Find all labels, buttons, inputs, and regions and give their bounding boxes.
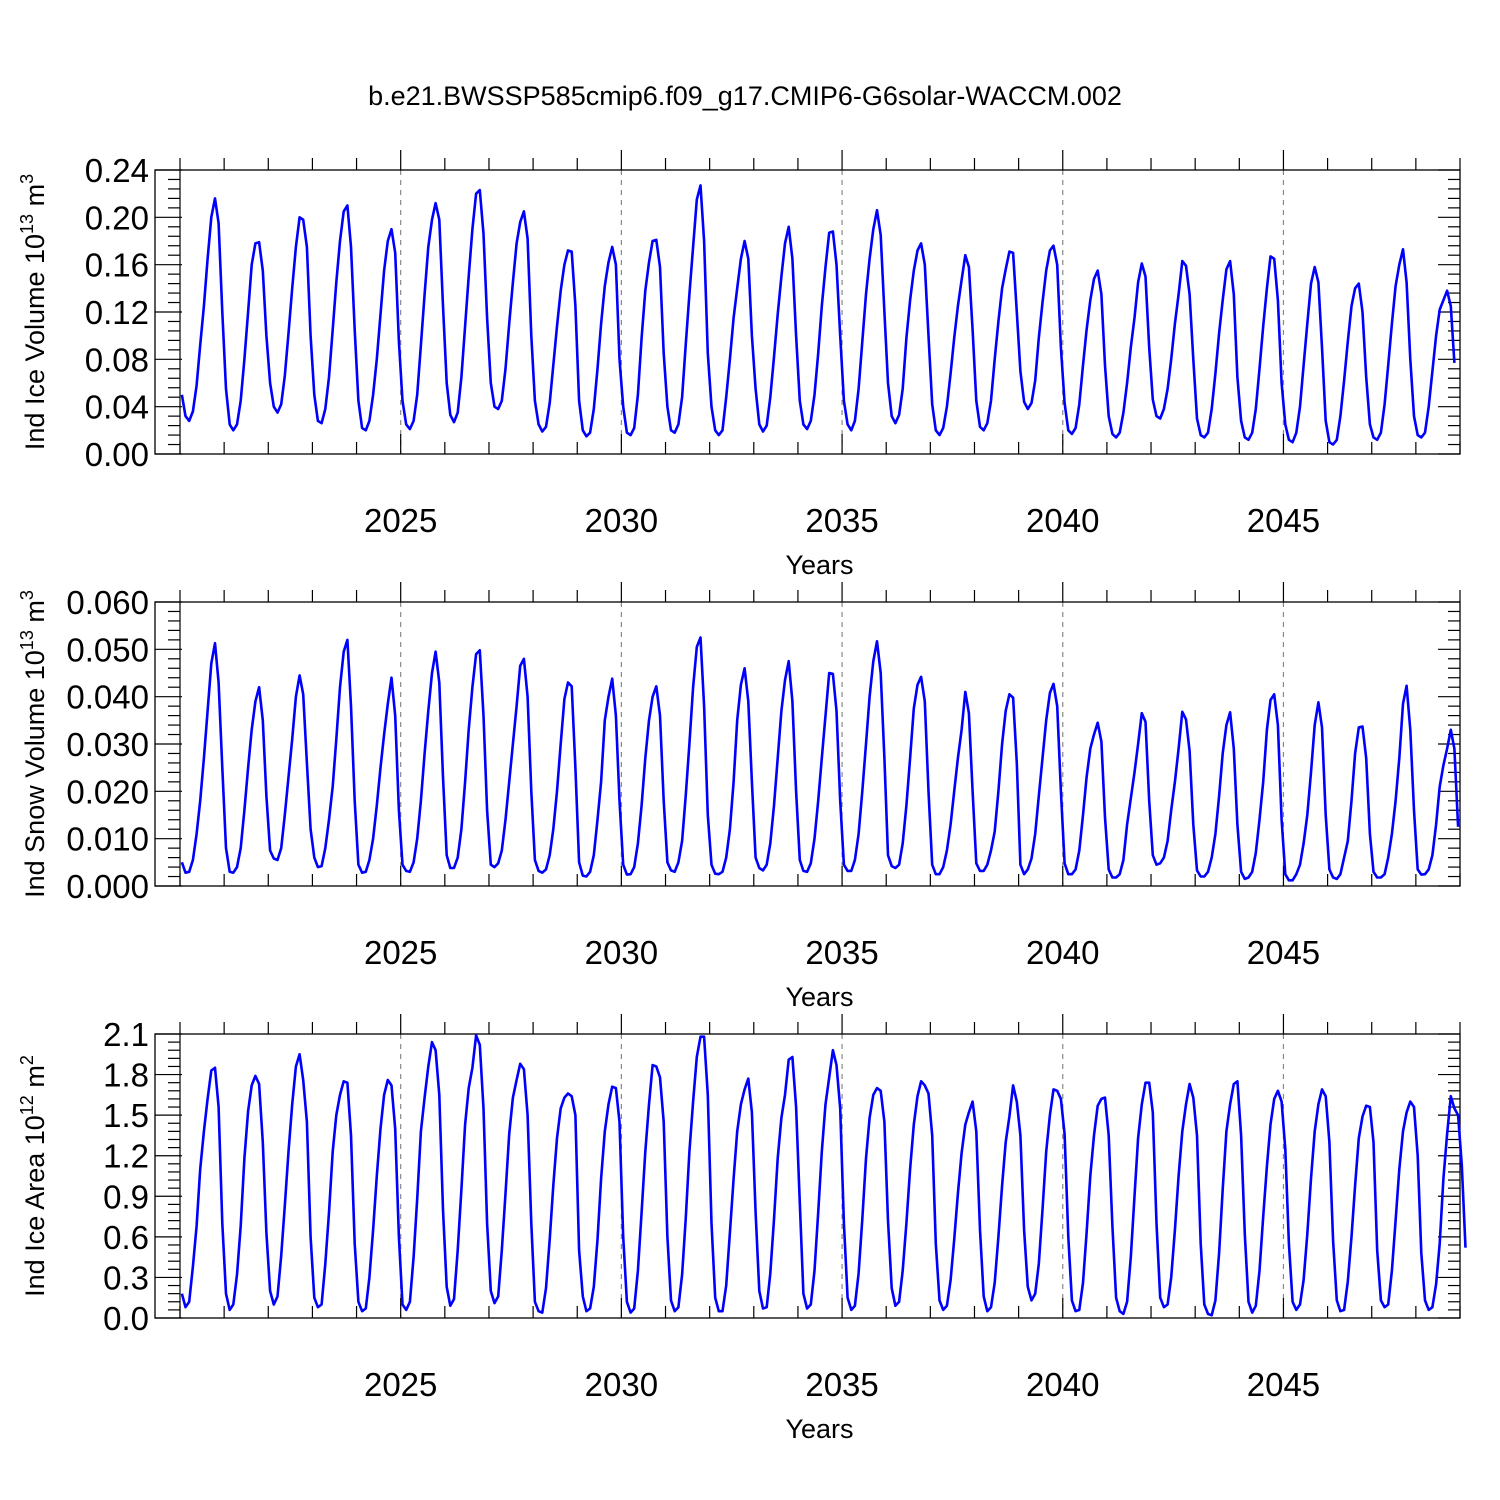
y-tick-label: 0.9 <box>103 1178 149 1215</box>
y-tick-label: 0.24 <box>85 152 149 189</box>
x-tick-label: 2040 <box>1026 934 1099 971</box>
x-tick-label: 2045 <box>1247 1366 1320 1403</box>
y-tick-label: 0.0 <box>103 1300 149 1337</box>
y-tick-label: 0.040 <box>66 679 149 716</box>
y-tick-label: 0.010 <box>66 821 149 858</box>
x-tick-label: 2035 <box>805 934 878 971</box>
y-axis-title: Ind Ice Area 1012 m2 <box>17 1055 50 1297</box>
series-line-ice-area <box>180 1034 1467 1317</box>
x-axis-title: Years <box>785 982 853 1012</box>
x-tick-label: 2030 <box>585 502 658 539</box>
x-tick-label: 2040 <box>1026 502 1099 539</box>
y-tick-label: 0.00 <box>85 436 149 473</box>
panels: 0.00 0.04 0.08 0.12 0.16 0.20 0.24 2025 2030 2035… <box>17 150 1467 1444</box>
x-tick-label: 2025 <box>364 934 437 971</box>
chart-panel-ice-volume: 0.00 0.04 0.08 0.12 0.16 0.20 0.24 2025 2030 2035… <box>17 150 1461 580</box>
x-tick-label: 2035 <box>805 502 878 539</box>
x-axis-title: Years <box>785 1414 853 1444</box>
series-line-snow-volume <box>180 636 1460 882</box>
y-tick-label: 0.000 <box>66 868 149 905</box>
y-axis-title: Ind Ice Volume 1013 m3 <box>17 174 50 450</box>
y-tick-label: 1.2 <box>103 1138 149 1175</box>
y-tick-label: 1.5 <box>103 1097 149 1134</box>
y-tick-label: 2.1 <box>103 1016 149 1053</box>
x-tick-label: 2030 <box>585 934 658 971</box>
y-tick-label: 0.04 <box>85 389 149 426</box>
x-tick-label: 2045 <box>1247 502 1320 539</box>
x-tick-label: 2045 <box>1247 934 1320 971</box>
x-axis-title: Years <box>785 550 853 580</box>
y-tick-label: 0.16 <box>85 247 149 284</box>
plot-frame <box>154 601 1461 887</box>
chart-panel-snow-volume: 0.000 0.010 0.020 0.030 0.040 0.050 0.060 2025 2… <box>17 582 1461 1012</box>
x-tick-label: 2030 <box>585 1366 658 1403</box>
y-axis-title: Ind Snow Volume 1013 m3 <box>17 590 50 898</box>
y-tick-label: 0.20 <box>85 199 149 236</box>
plot-frame <box>154 1033 1461 1319</box>
y-tick-label: 0.020 <box>66 773 149 810</box>
y-tick-label: 1.8 <box>103 1057 149 1094</box>
x-tick-label: 2035 <box>805 1366 878 1403</box>
y-tick-label: 0.3 <box>103 1259 149 1296</box>
y-tick-label: 0.030 <box>66 726 149 763</box>
y-tick-label: 0.12 <box>85 294 149 331</box>
x-tick-label: 2025 <box>364 502 437 539</box>
y-tick-label: 0.050 <box>66 631 149 668</box>
chart-panel-ice-area: 0.0 0.30.6 0.91.2 1.51.8 2.1 2025 2030 2035 2040… <box>17 1014 1467 1444</box>
x-tick-label: 2040 <box>1026 1366 1099 1403</box>
y-tick-label: 0.6 <box>103 1219 149 1256</box>
y-tick-label: 0.060 <box>66 584 149 621</box>
figure-title: b.e21.BWSSP585cmip6.f09_g17.CMIP6-G6sola… <box>368 81 1122 111</box>
x-tick-label: 2025 <box>364 1366 437 1403</box>
series-line-ice-volume <box>180 184 1456 446</box>
y-tick-label: 0.08 <box>85 341 149 378</box>
